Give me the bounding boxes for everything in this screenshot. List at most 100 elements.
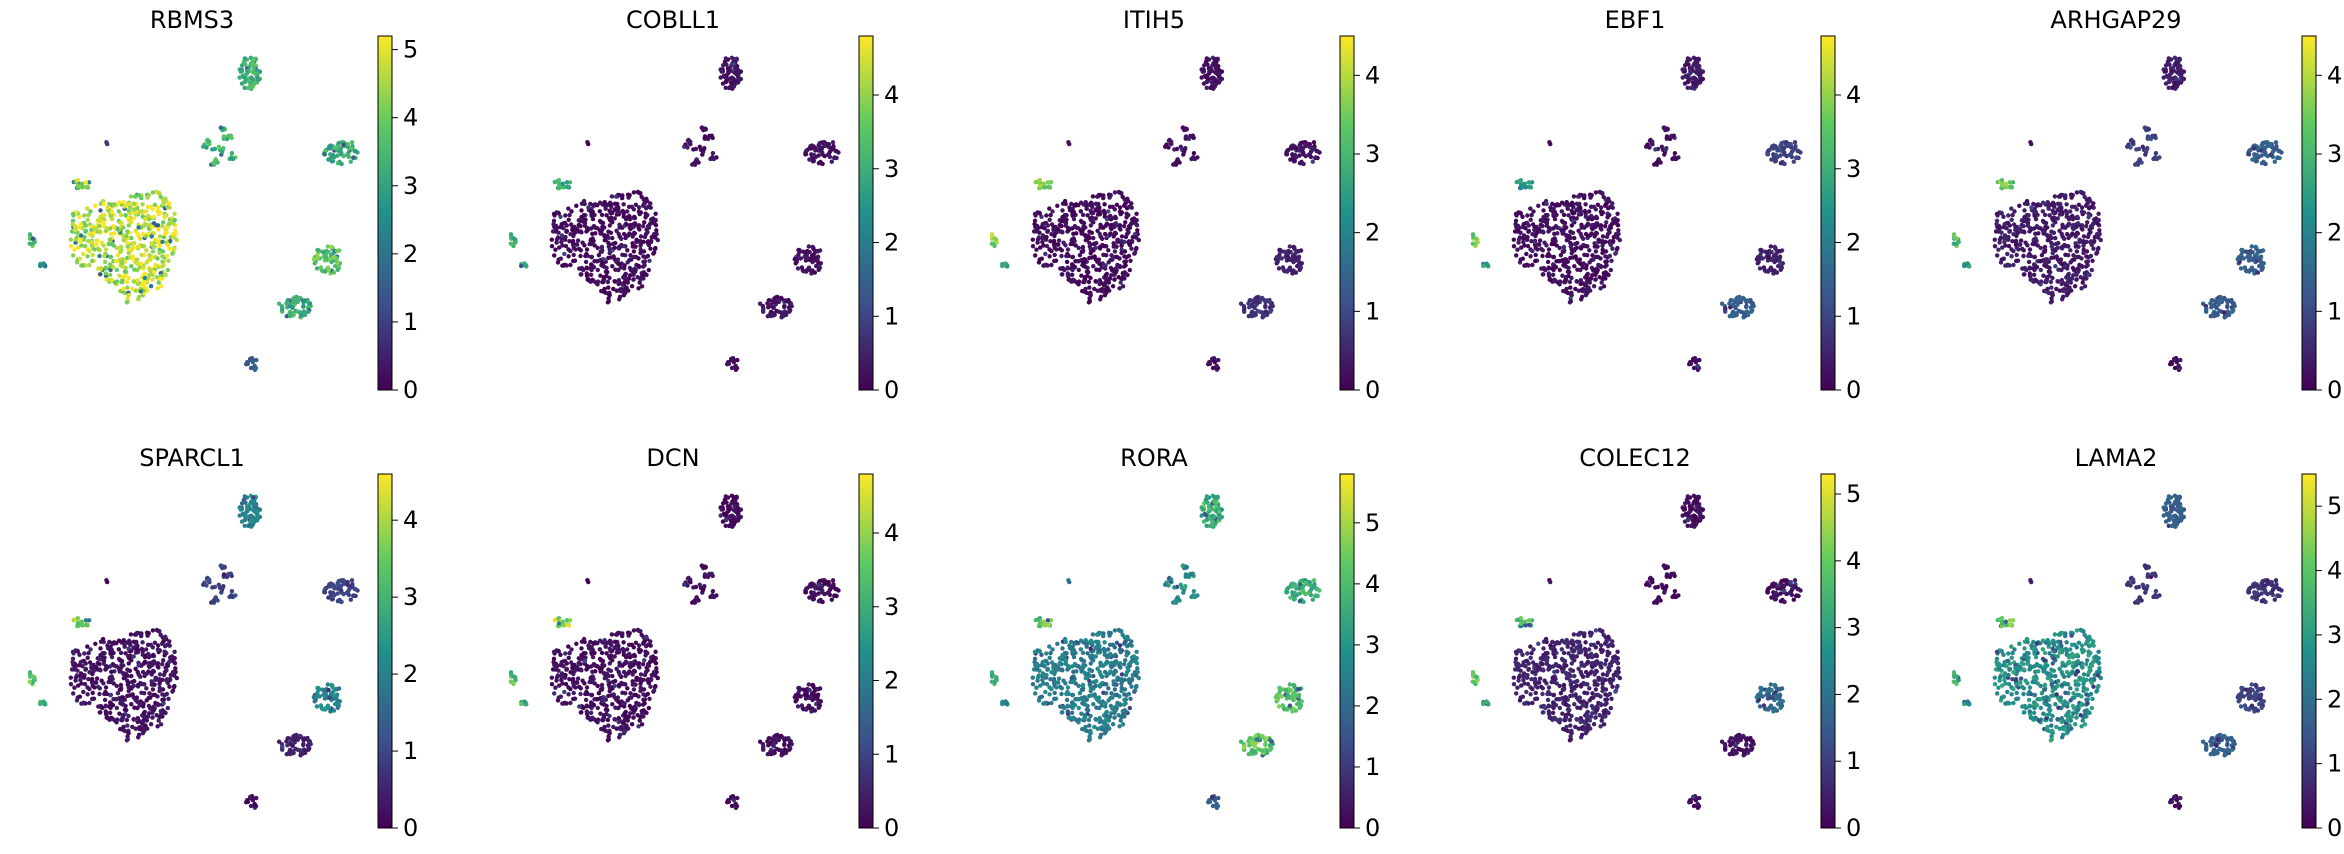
scatter-point: [147, 253, 152, 258]
scatter-point: [82, 234, 87, 240]
scatter-point: [2004, 263, 2010, 268]
scatter-point: [1569, 208, 1574, 213]
scatter-point: [2167, 62, 2172, 67]
scatter-point: [158, 194, 163, 200]
scatter-point: [2018, 238, 2024, 243]
scatter-point: [1603, 239, 1608, 244]
scatter-point: [563, 213, 568, 218]
scatter-point: [1583, 243, 1589, 249]
scatter-point: [1080, 220, 1085, 225]
cluster-top: [718, 55, 744, 91]
scatter-point: [94, 238, 100, 243]
scatter-point: [2035, 203, 2040, 208]
scatter-point: [116, 228, 122, 233]
scatter-point: [1102, 231, 1108, 237]
scatter-point: [1048, 212, 1053, 218]
scatter-point: [85, 655, 90, 660]
scatter-point: [731, 76, 736, 82]
scatter-point: [163, 197, 168, 202]
scatter-point: [1694, 66, 1699, 71]
scatter-point: [126, 646, 131, 651]
scatter-point: [1084, 269, 1090, 274]
scatter-point: [1606, 197, 1611, 202]
scatter-point: [314, 266, 320, 271]
scatter-point: [809, 146, 814, 151]
scatter-point: [157, 672, 163, 677]
scatter-point: [126, 292, 131, 298]
scatter-point: [144, 260, 149, 265]
scatter-point: [1067, 205, 1072, 210]
scatter-point: [135, 231, 140, 237]
scatter-point: [2081, 243, 2086, 248]
scatter-point: [1291, 244, 1296, 250]
scatter-point: [111, 203, 116, 208]
scatter-point: [2031, 272, 2037, 277]
scatter-point: [1568, 244, 1573, 249]
scatter-point: [38, 263, 43, 269]
scatter-point: [2074, 277, 2079, 282]
scatter-point: [1100, 236, 1105, 241]
scatter-point: [1059, 229, 1065, 234]
scatter-point: [653, 218, 658, 223]
scatter-point: [2064, 231, 2070, 237]
scatter-point: [1782, 161, 1787, 167]
scatter-point: [639, 276, 644, 281]
scatter-point: [1105, 222, 1110, 227]
scatter-point: [1581, 236, 1586, 241]
scatter-point: [321, 250, 327, 255]
scatter-point: [1311, 140, 1317, 145]
scatter-point: [207, 139, 212, 144]
scatter-point: [2045, 238, 2050, 243]
scatter-point: [688, 139, 693, 144]
scatter-point: [1292, 152, 1298, 158]
scatter-point: [1119, 250, 1124, 256]
scatter-point: [2075, 269, 2081, 275]
scatter-point: [1669, 133, 1674, 139]
scatter-point: [2058, 257, 2064, 262]
scatter-point: [1664, 146, 1669, 151]
scatter-point: [1590, 253, 1595, 258]
scatter-point: [1557, 259, 1562, 264]
scatter-point: [166, 258, 171, 263]
scatter-point: [155, 205, 161, 210]
scatter-point: [162, 215, 167, 220]
scatter-point: [2049, 240, 2054, 246]
scatter-point: [1065, 247, 1071, 252]
scatter-points: [1470, 55, 1803, 372]
scatter-point: [151, 652, 156, 658]
scatter-point: [2072, 257, 2077, 262]
scatter-point: [1761, 265, 1767, 270]
scatter-point: [1076, 245, 1081, 251]
scatter-point: [1604, 220, 1609, 225]
scatter-point: [710, 156, 715, 161]
scatter-point: [1050, 209, 1055, 214]
scatter-point: [1579, 225, 1584, 230]
cluster-right-lower: [1719, 294, 1756, 320]
scatter-point: [96, 704, 101, 709]
scatter-point: [86, 212, 91, 218]
scatter-point: [989, 241, 994, 246]
scatter-point: [1587, 260, 1592, 265]
scatter-point: [2179, 77, 2185, 83]
scatter-point: [1070, 254, 1076, 260]
colorbar: [858, 35, 874, 391]
scatter-point: [1079, 273, 1084, 278]
scatter-point: [108, 679, 114, 685]
scatter-point: [622, 280, 627, 285]
scatter-point: [1129, 246, 1134, 251]
scatter-point: [1766, 255, 1771, 260]
scatter-point: [291, 312, 296, 317]
scatter-point: [1603, 202, 1609, 207]
scatter-point: [1569, 292, 1574, 298]
scatter-point: [136, 294, 142, 299]
scatter-point: [1092, 286, 1097, 292]
scatter-point: [1049, 248, 1054, 254]
scatter-point: [135, 244, 141, 250]
scatter-point: [1098, 294, 1104, 299]
scatter-point: [121, 676, 127, 681]
scatter-point: [1591, 204, 1596, 209]
scatter-point: [1564, 233, 1569, 238]
scatter-point: [1119, 247, 1124, 252]
scatter-point: [79, 243, 84, 248]
scatter-point: [1577, 257, 1583, 262]
